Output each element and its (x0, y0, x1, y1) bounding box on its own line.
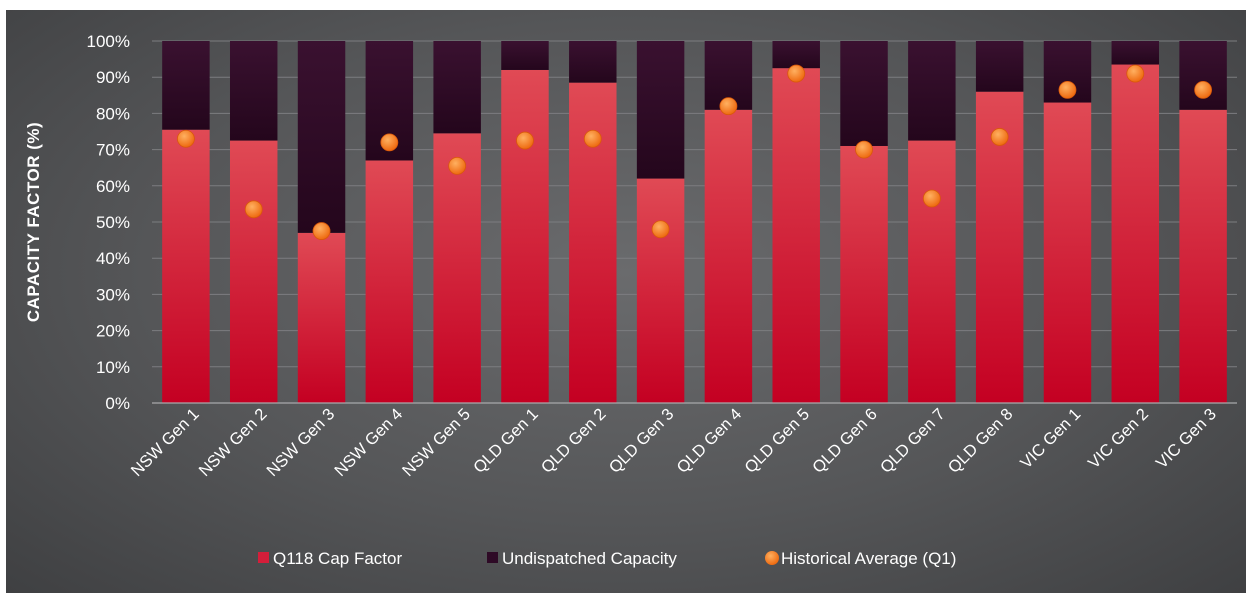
x-tick-label: NSW Gen 2 (196, 405, 271, 480)
legend-swatch (487, 552, 498, 563)
bar-undispatched-capacity (908, 41, 956, 141)
bar-q118-cap-factor (1111, 64, 1160, 403)
bar-q118-cap-factor (840, 145, 888, 404)
marker-historical-average (1126, 64, 1145, 83)
marker-historical-average (787, 64, 806, 83)
x-tick-label: VIC Gen 2 (1085, 405, 1152, 472)
marker-historical-average (855, 140, 873, 159)
marker-historical-average (719, 97, 738, 116)
legend-swatch (258, 552, 269, 563)
marker-historical-average (448, 156, 467, 175)
y-tick-label: 0% (105, 394, 130, 413)
bar-undispatched-capacity (501, 41, 549, 70)
marker-historical-average (922, 189, 941, 208)
bar-q118-cap-factor (772, 68, 820, 404)
y-tick-label: 20% (96, 322, 130, 341)
x-tick-label: NSW Gen 1 (128, 405, 203, 480)
bar-undispatched-capacity (636, 41, 685, 179)
bar-undispatched-capacity (229, 41, 278, 141)
marker-historical-average (516, 131, 534, 150)
stacked-bar-chart: 0% 10% 20% 30% 40% 50% 60% 70% 80% 90% 100% NSW Gen… (24, 32, 1237, 568)
bar-undispatched-capacity (772, 41, 820, 69)
legend-label: Historical Average (Q1) (781, 549, 956, 568)
legend: Q118 Cap Factor Undispatched Capacity Hist… (258, 549, 956, 568)
legend-label: Undispatched Capacity (502, 549, 677, 568)
chart-frame: 0% 10% 20% 30% 40% 50% 60% 70% 80% 90% 100% NSW Gen… (6, 10, 1246, 593)
bars (162, 41, 1227, 404)
y-tick-label: 50% (96, 213, 130, 232)
x-tick-label: NSW Gen 5 (399, 405, 474, 480)
bar-q118-cap-factor (229, 140, 278, 404)
bar-q118-cap-factor (908, 140, 956, 404)
x-tick-label: QLD Gen 2 (538, 405, 610, 477)
bar-q118-cap-factor (636, 178, 685, 403)
y-tick-label: 80% (96, 104, 130, 123)
marker-historical-average (583, 129, 602, 148)
y-tick-label: 100% (87, 32, 130, 51)
marker-historical-average (244, 200, 263, 219)
y-tick-label: 30% (96, 285, 130, 304)
x-tick-label: QLD Gen 5 (741, 405, 813, 477)
y-axis-title: CAPACITY FACTOR (%) (24, 122, 43, 322)
bar-undispatched-capacity (433, 41, 481, 134)
bar-undispatched-capacity (569, 41, 617, 83)
y-tick-label: 90% (96, 68, 130, 87)
marker-historical-average (177, 129, 195, 148)
bar-q118-cap-factor (162, 129, 210, 403)
y-tick-label: 60% (96, 177, 130, 196)
marker-historical-average (990, 128, 1009, 146)
marker-historical-average (1194, 80, 1212, 99)
markers (177, 64, 1212, 240)
y-tick-label: 10% (96, 358, 130, 377)
legend-label: Q118 Cap Factor (273, 549, 402, 568)
bar-q118-cap-factor (1179, 109, 1227, 403)
x-tick-label: VIC Gen 1 (1017, 405, 1084, 472)
legend-swatch (765, 551, 779, 565)
x-tick-label: QLD Gen 6 (809, 405, 881, 477)
x-tick-label: QLD Gen 8 (945, 405, 1017, 477)
bar-undispatched-capacity (297, 41, 346, 233)
x-tick-label: QLD Gen 3 (606, 405, 678, 477)
x-tick-label: VIC Gen 3 (1153, 405, 1220, 472)
x-tick-label: QLD Gen 1 (470, 405, 542, 477)
bar-q118-cap-factor (297, 232, 346, 403)
x-tick-label: QLD Gen 7 (877, 405, 949, 477)
marker-historical-average (1058, 80, 1077, 99)
y-tick-label: 70% (96, 141, 130, 160)
marker-historical-average (312, 222, 331, 240)
marker-historical-average (651, 220, 670, 239)
bar-undispatched-capacity (1179, 41, 1227, 110)
bar-q118-cap-factor (365, 160, 414, 403)
y-tick-label: 40% (96, 249, 130, 268)
bar-q118-cap-factor (1043, 102, 1092, 403)
x-tick-label: NSW Gen 4 (331, 405, 406, 480)
x-tick-label: NSW Gen 3 (263, 405, 338, 480)
bar-undispatched-capacity (162, 41, 210, 130)
bar-undispatched-capacity (840, 41, 888, 146)
x-tick-label: QLD Gen 4 (673, 405, 745, 477)
bar-undispatched-capacity (975, 41, 1024, 92)
bar-undispatched-capacity (1111, 41, 1160, 65)
bar-q118-cap-factor (704, 109, 753, 403)
bar-q118-cap-factor (433, 133, 481, 403)
marker-historical-average (380, 133, 399, 152)
bar-q118-cap-factor (501, 69, 549, 404)
